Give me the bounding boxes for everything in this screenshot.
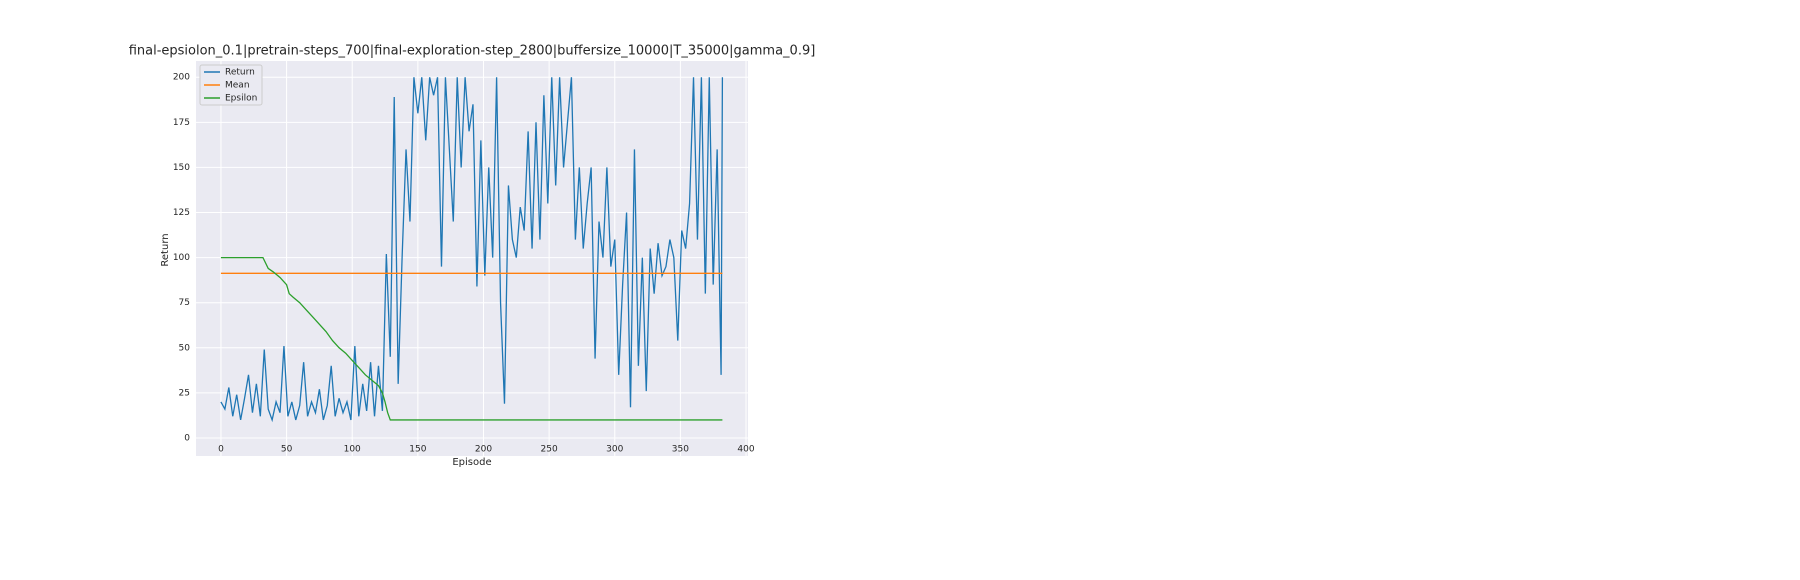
y-tick-label: 200 bbox=[173, 73, 190, 83]
x-tick-label: 0 bbox=[218, 445, 224, 455]
chart-title: final-epsiolon_0.1|pretrain-steps_700|fi… bbox=[129, 44, 816, 59]
x-tick-label: 350 bbox=[672, 445, 689, 455]
x-tick-label: 250 bbox=[541, 445, 558, 455]
x-tick-label: 300 bbox=[606, 445, 623, 455]
y-tick-label: 150 bbox=[173, 163, 190, 173]
y-tick-label: 100 bbox=[173, 253, 190, 263]
series-line bbox=[220, 77, 724, 423]
x-tick-label: 400 bbox=[737, 445, 754, 455]
x-tick-label: 200 bbox=[475, 445, 492, 455]
series-line bbox=[220, 256, 723, 421]
legend-label: Epsilon bbox=[225, 94, 257, 104]
y-tick-label: 25 bbox=[179, 388, 190, 398]
y-tick-label: 125 bbox=[173, 208, 190, 218]
y-tick-label: 175 bbox=[173, 118, 190, 128]
y-tick-label: 75 bbox=[179, 298, 190, 308]
y-tick-label: 0 bbox=[184, 433, 190, 443]
legend-box bbox=[199, 64, 263, 106]
x-axis-label: Episode bbox=[452, 457, 491, 468]
plot-area bbox=[196, 61, 748, 456]
x-tick-label: 50 bbox=[281, 445, 293, 455]
legend-label: Mean bbox=[225, 81, 250, 91]
y-axis-label: Return bbox=[160, 233, 171, 266]
x-tick-label: 100 bbox=[344, 445, 361, 455]
legend-label: Return bbox=[225, 68, 255, 78]
x-tick-label: 150 bbox=[409, 445, 426, 455]
y-tick-label: 50 bbox=[179, 343, 191, 353]
